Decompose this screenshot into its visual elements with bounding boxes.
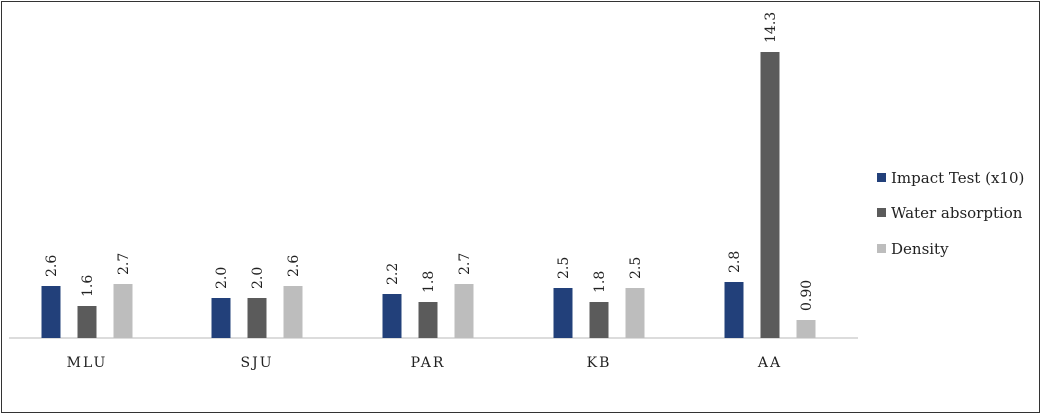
- legend: Impact Test (x10) Water absorption Density: [877, 169, 1024, 258]
- bar-sju-series-3: [283, 286, 303, 338]
- bar-mlu-series-2: [77, 306, 97, 338]
- bar-par-series-3: [454, 284, 474, 338]
- category-label-aa: AA: [757, 355, 782, 371]
- bar-aa-series-1: [724, 282, 744, 338]
- category-label-par: PAR: [411, 355, 446, 371]
- bar-par-series-2: [418, 302, 438, 338]
- category-label-kb: KB: [587, 355, 612, 371]
- bar-sju-series-2: [247, 298, 267, 338]
- legend-swatch-2: [877, 208, 886, 217]
- legend-label-2: Water absorption: [891, 204, 1023, 222]
- bar-mlu-series-3: [113, 284, 133, 338]
- data-label-sju-series-3: 2.6: [286, 255, 302, 277]
- data-label-kb-series-2: 1.8: [592, 271, 608, 293]
- bar-par-series-1: [382, 294, 402, 338]
- data-labels-group: 2.6 1.6 2.7 2.0 2.0 2.6 2.2 1.8 2.7 2.5 1.8 2.5 2.8 1…: [44, 12, 815, 311]
- bar-sju-series-1: [211, 298, 231, 338]
- data-label-aa-series-2: 14.3: [763, 12, 779, 43]
- data-label-sju-series-2: 2.0: [250, 267, 266, 289]
- bar-kb-series-3: [625, 288, 645, 338]
- bar-kb-series-2: [589, 302, 609, 338]
- category-label-sju: SJU: [240, 355, 273, 371]
- data-label-par-series-3: 2.7: [457, 253, 473, 275]
- category-label-mlu: MLU: [67, 355, 108, 371]
- category-labels-group: MLU SJU PAR KB AA: [67, 355, 782, 371]
- bars-group: [41, 52, 816, 338]
- data-label-mlu-series-2: 1.6: [80, 275, 96, 297]
- data-label-kb-series-1: 2.5: [556, 257, 572, 279]
- legend-swatch-1: [877, 173, 886, 182]
- data-label-aa-series-3: 0.90: [799, 280, 815, 311]
- legend-label-1: Impact Test (x10): [891, 169, 1024, 187]
- data-label-sju-series-1: 2.0: [214, 267, 230, 289]
- data-label-mlu-series-3: 2.7: [116, 253, 132, 275]
- bar-kb-series-1: [553, 288, 573, 338]
- bar-aa-series-2: [760, 52, 780, 338]
- bar-mlu-series-1: [41, 286, 61, 338]
- data-label-par-series-1: 2.2: [385, 263, 401, 285]
- data-label-par-series-2: 1.8: [421, 271, 437, 293]
- data-label-aa-series-1: 2.8: [727, 251, 743, 273]
- data-label-kb-series-3: 2.5: [628, 257, 644, 279]
- legend-swatch-3: [877, 244, 886, 253]
- legend-label-3: Density: [891, 240, 949, 258]
- data-label-mlu-series-1: 2.6: [44, 255, 60, 277]
- bar-aa-series-3: [796, 320, 816, 338]
